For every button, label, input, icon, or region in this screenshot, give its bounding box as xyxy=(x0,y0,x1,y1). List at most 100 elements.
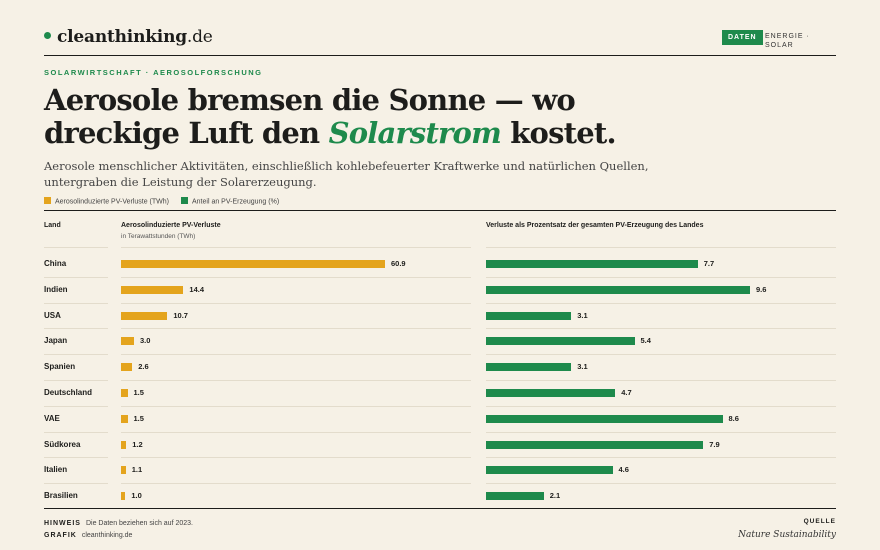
row-separator xyxy=(121,380,471,381)
row-separator xyxy=(44,483,108,485)
bar-share xyxy=(486,414,723,423)
bar-losses xyxy=(121,337,134,346)
value-label-share: 3.1 xyxy=(577,310,588,320)
legend-label-share: Anteil an PV-Erzeugung (%) xyxy=(192,198,280,206)
bar-share xyxy=(486,492,544,501)
row-separator xyxy=(486,457,836,459)
row-separator xyxy=(44,457,108,459)
col-head-losses: Aerosolinduzierte PV-Verluste in Terawat… xyxy=(121,220,221,242)
title-highlight: Solarstrom xyxy=(328,116,502,150)
bar-losses xyxy=(121,466,126,475)
row-separator xyxy=(121,405,471,407)
source-text[interactable]: Nature Sustainability xyxy=(738,530,836,540)
row-separator xyxy=(486,247,836,248)
bar-losses xyxy=(121,260,385,268)
row-separator xyxy=(121,328,471,330)
brand-dot-icon xyxy=(44,32,51,39)
bar-share xyxy=(486,466,613,475)
value-label-share: 7.9 xyxy=(709,439,720,449)
country-label: Spanien xyxy=(44,362,76,372)
value-label-losses: 1.0 xyxy=(131,491,142,501)
value-label-share: 9.6 xyxy=(756,284,767,294)
country-label: VAE xyxy=(44,413,60,423)
value-label-share: 3.1 xyxy=(577,362,588,372)
data-badge: DATEN xyxy=(722,30,763,45)
value-label-share: 2.1 xyxy=(549,491,561,501)
value-label-losses: 3.0 xyxy=(140,336,151,346)
note-text: Die Daten beziehen sich auf 2023. xyxy=(85,520,193,527)
row-separator xyxy=(44,431,108,433)
value-label-losses: 1.1 xyxy=(131,465,143,475)
chart-legend: Aerosolinduzierte PV-Verluste (TWh) Ante… xyxy=(44,197,280,206)
brand-tld: .de xyxy=(186,27,213,47)
country-label: USA xyxy=(44,310,61,320)
row-separator xyxy=(44,247,108,248)
legend-swatch-green xyxy=(181,197,188,204)
row-separator xyxy=(44,405,108,407)
value-label-losses: 2.6 xyxy=(138,362,149,372)
header: cleanthinking.de DATEN ENERGIE · SOLAR xyxy=(44,20,836,56)
kicker: SOLARWIRTSCHAFT · AEROSOLFORSCHUNG xyxy=(44,68,263,77)
value-label-losses: 1.5 xyxy=(133,413,144,423)
row-separator xyxy=(121,431,471,433)
bar-losses xyxy=(121,414,128,423)
title-line2-post: kostet. xyxy=(500,116,616,150)
country-label: Japan xyxy=(44,336,68,346)
col-head-losses-unit: in Terawattstunden (TWh) xyxy=(121,233,196,240)
value-label-losses: 10.7 xyxy=(173,310,188,320)
value-label-share: 4.7 xyxy=(621,388,632,397)
subtitle: Aerosole menschlicher Aktivitäten, einsc… xyxy=(44,159,649,189)
category-label: ENERGIE · SOLAR xyxy=(765,33,810,49)
value-label-share: 4.6 xyxy=(618,465,629,475)
value-label-losses: 1.5 xyxy=(133,388,144,397)
col-head-share: Verluste als Prozentsatz der gesamten PV… xyxy=(486,222,704,229)
note-label: HINWEIS xyxy=(44,520,81,527)
legend-item-losses: Aerosolinduzierte PV-Verluste (TWh) xyxy=(44,197,169,206)
row-separator xyxy=(44,328,108,330)
bar-share xyxy=(486,389,616,397)
row-separator xyxy=(44,354,108,356)
bar-losses xyxy=(121,285,184,294)
row-separator xyxy=(486,354,836,356)
bar-losses xyxy=(121,440,127,449)
brand-logo[interactable]: cleanthinking.de xyxy=(44,27,213,47)
legend-item-share: Anteil an PV-Erzeugung (%) xyxy=(181,197,280,206)
row-separator xyxy=(121,457,471,459)
value-label-share: 5.4 xyxy=(640,336,651,346)
row-separator xyxy=(121,247,471,248)
bar-share xyxy=(486,285,750,294)
country-label: Indien xyxy=(44,284,68,294)
source-label: QUELLE xyxy=(803,518,836,525)
bar-share xyxy=(486,337,635,346)
value-label-losses: 60.9 xyxy=(391,259,406,268)
row-separator xyxy=(121,483,471,485)
bar-losses xyxy=(121,389,128,397)
col-head-country: Land xyxy=(44,222,61,229)
row-separator xyxy=(486,431,836,433)
row-separator xyxy=(44,276,108,278)
footer-note: HINWEIS Die Daten beziehen sich auf 2023. xyxy=(44,520,193,527)
legend-divider xyxy=(44,210,836,211)
country-label: Südkorea xyxy=(44,439,81,449)
row-separator xyxy=(121,276,471,278)
graphic-text[interactable]: cleanthinking.de xyxy=(81,532,133,539)
value-label-losses: 14.4 xyxy=(189,284,205,294)
col-head-losses-title: Aerosolinduzierte PV-Verluste xyxy=(121,222,221,229)
value-label-share: 8.6 xyxy=(728,413,739,423)
country-label: Italien xyxy=(44,465,68,475)
value-label-share: 7.7 xyxy=(703,259,715,268)
footer-divider xyxy=(44,508,836,509)
legend-label-losses: Aerosolinduzierte PV-Verluste (TWh) xyxy=(55,198,169,206)
row-separator xyxy=(486,276,836,278)
row-separator xyxy=(486,405,836,407)
title-line1: Aerosole bremsen die Sonne — wo xyxy=(44,83,576,117)
graphic-label: GRAFIK xyxy=(44,532,77,539)
page-title: Aerosole bremsen die Sonne — wo dreckige… xyxy=(44,84,664,150)
bar-share xyxy=(486,311,572,320)
row-separator xyxy=(486,483,836,485)
title-line2-pre: dreckige Luft den xyxy=(44,116,329,150)
bar-share xyxy=(486,363,572,372)
row-separator xyxy=(486,328,836,330)
bar-losses xyxy=(121,363,133,372)
country-label: China xyxy=(44,259,67,268)
